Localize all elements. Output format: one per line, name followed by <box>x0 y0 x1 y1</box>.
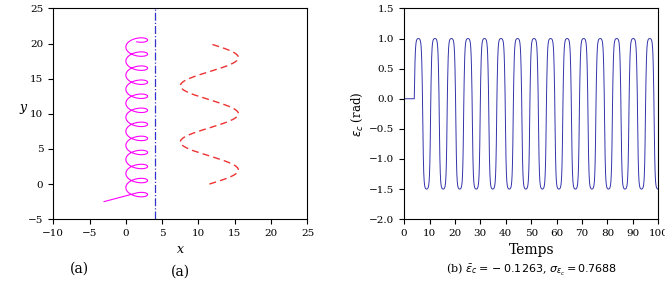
Text: (b) $\bar{\varepsilon}_c = -0.1263$, $\sigma_{\varepsilon_c} = 0.7688$: (b) $\bar{\varepsilon}_c = -0.1263$, $\s… <box>446 262 616 278</box>
X-axis label: x: x <box>177 243 184 257</box>
X-axis label: Temps: Temps <box>509 243 554 257</box>
Text: (a): (a) <box>171 264 190 278</box>
Y-axis label: $\varepsilon_c$ (rad): $\varepsilon_c$ (rad) <box>350 91 365 137</box>
Text: (a): (a) <box>70 261 89 275</box>
Y-axis label: y: y <box>19 101 26 114</box>
